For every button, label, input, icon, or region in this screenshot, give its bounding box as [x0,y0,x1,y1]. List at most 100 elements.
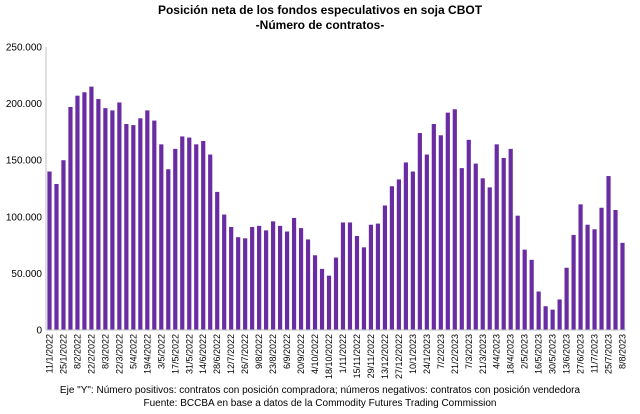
bar [340,222,346,330]
bar [487,187,492,330]
x-tick-label: 1/11/2022 [338,334,348,373]
bar [592,229,597,330]
bar [201,140,206,330]
x-tick-label: 31/5/2022 [184,334,194,374]
bar [305,239,311,330]
bar [264,230,269,330]
x-tick-label: 5/4/2022 [128,334,138,369]
x-tick-label: 16/5/2023 [534,334,544,374]
x-tick-label: 2/5/2023 [520,334,530,369]
x-tick-label: 8/3/2022 [100,334,110,369]
bar [138,118,143,330]
bar [96,99,101,330]
footer-note: Eje "Y": Número positivos: contratos con… [59,385,581,396]
x-tick-label: 29/11/2022 [366,334,376,378]
x-tick-label: 21/2/2023 [450,334,460,374]
bar [257,225,262,330]
bar [208,154,213,330]
x-tick-label: 17/5/2022 [170,334,180,374]
bar [75,95,80,331]
bar [396,179,401,330]
x-tick-label: 25/1/2022 [58,334,68,374]
x-tick-label: 19/4/2022 [142,334,152,374]
bar [124,123,129,330]
bar [347,222,353,330]
x-tick-label: 11/1/2022 [44,334,54,373]
bar [536,291,541,330]
bar [187,137,192,330]
bar [620,242,625,330]
x-tick-label: 8/2/2022 [72,334,82,369]
x-tick-label: 26/7/2022 [240,334,250,374]
y-tick-label: 0 [36,326,42,337]
bar [312,255,318,330]
bar [236,237,241,330]
bar [215,191,220,330]
bar [47,171,52,330]
y-tick-label: 250.000 [6,43,43,54]
bar [89,86,94,331]
bar [326,275,332,330]
x-tick-label: 22/3/2022 [114,334,124,374]
x-tick-label: 3/5/2022 [156,334,166,369]
bar [110,110,115,330]
bar [452,109,457,330]
bar [319,268,325,330]
bar [557,299,562,330]
bar [501,157,506,330]
x-tick-label: 13/6/2023 [562,334,572,374]
bar [117,102,122,330]
bar [243,238,248,330]
x-tick-label: 24/1/2023 [422,334,432,374]
bar [508,148,513,330]
bar [480,178,485,330]
bar [438,135,443,330]
bar [333,257,339,330]
bar [166,169,171,330]
bar [606,176,611,330]
bar [271,221,276,330]
x-tick-label: 27/12/2022 [394,334,404,379]
x-tick-label: 7/3/2023 [464,334,474,369]
bar [578,204,583,330]
bar [410,171,415,330]
x-tick-label: 9/8/2022 [254,334,264,369]
x-tick-label: 13/12/2022 [380,334,390,379]
x-tick-label: 23/8/2022 [268,334,278,374]
bar [194,144,199,330]
bar [222,214,227,330]
bar [585,224,590,330]
bar [131,125,136,330]
bar [173,148,178,330]
bar [284,231,290,330]
y-tick-label: 200.000 [6,99,43,110]
bar [298,228,304,330]
bar [159,144,164,330]
bar [278,225,283,330]
x-tick-label: 11/7/2023 [590,334,600,373]
x-tick-label: 10/1/2023 [408,334,418,374]
bar [382,205,388,330]
bar [599,207,604,330]
x-tick-label: 20/9/2022 [296,334,306,374]
bar [145,110,150,330]
chart-subtitle: -Número de contratos- [255,18,385,32]
x-tick-label: 27/6/2023 [576,334,586,374]
bar [459,168,464,330]
x-tick-label: 4/10/2022 [310,334,320,374]
x-tick-label: 7/2/2023 [436,334,446,369]
bar [403,162,408,330]
x-tick-label: 18/10/2022 [324,334,334,379]
y-tick-label: 150.000 [6,156,43,167]
bar [68,107,73,330]
x-tick-label: 25/7/2023 [604,334,614,374]
bar [250,226,255,330]
y-tick-label: 100.000 [6,212,43,223]
x-tick-label: 30/5/2023 [548,334,558,374]
y-tick-label: 50.000 [11,269,42,280]
bar [424,154,429,330]
x-tick-label: 8/8/2023 [618,334,628,369]
bar [473,163,478,330]
x-tick-label: 22/2/2022 [86,334,96,374]
